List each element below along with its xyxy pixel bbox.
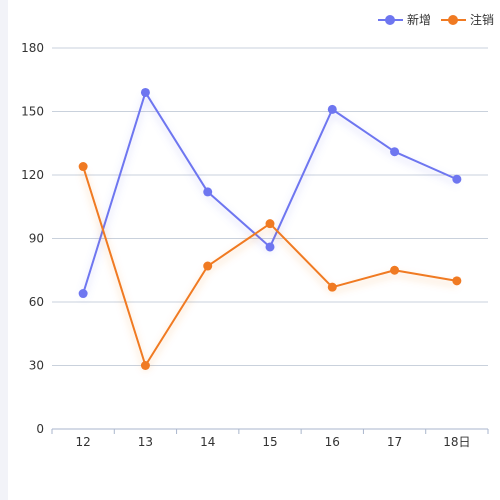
- x-tick-label-5: 17: [387, 435, 402, 449]
- legend-swatch-series-1: [440, 13, 466, 27]
- x-tick-label-6: 18日: [443, 435, 470, 449]
- y-tick-label-3: 90: [29, 232, 44, 246]
- y-tick-label-4: 120: [21, 168, 44, 182]
- series-layer: [78, 87, 462, 370]
- legend-label-series-1: 注销: [469, 13, 494, 27]
- data-point-series-0-4[interactable]: [327, 104, 337, 114]
- y-tick-label-1: 30: [29, 359, 44, 373]
- legend: 新增 注销: [377, 11, 494, 28]
- data-point-series-1-2[interactable]: [203, 261, 213, 271]
- data-point-series-0-1[interactable]: [140, 87, 150, 97]
- y-tick-label-5: 150: [21, 105, 44, 119]
- grid-lines: [52, 47, 488, 366]
- legend-item-series-0[interactable]: 新增: [377, 11, 431, 28]
- y-tick-label-6: 180: [21, 41, 44, 55]
- x-tick-label-0: 12: [76, 435, 91, 449]
- data-point-series-1-6[interactable]: [452, 276, 462, 286]
- y-tick-label-0: 0: [36, 422, 44, 436]
- data-point-series-1-4[interactable]: [327, 282, 337, 292]
- y-tick-label-2: 60: [29, 295, 44, 309]
- data-point-series-0-2[interactable]: [203, 187, 213, 197]
- data-point-series-1-0[interactable]: [78, 162, 88, 172]
- legend-item-series-1[interactable]: 注销: [440, 11, 494, 28]
- x-tick-label-3: 15: [262, 435, 277, 449]
- x-tick-label-2: 14: [200, 435, 215, 449]
- legend-label-series-0: 新增: [406, 13, 431, 27]
- legend-swatch-series-0: [377, 13, 403, 27]
- left-border-strip: [0, 0, 8, 500]
- data-point-series-1-1[interactable]: [140, 361, 150, 370]
- series-line-1: [82, 166, 458, 367]
- x-tick-label-1: 13: [138, 435, 153, 449]
- data-point-series-0-5[interactable]: [390, 147, 400, 157]
- axes: 0 30 60 90 120 150 180 12 13 14 15 16 17 18日: [21, 41, 489, 449]
- series-line-0: [82, 91, 458, 294]
- data-point-series-0-3[interactable]: [265, 242, 275, 252]
- data-point-series-0-0[interactable]: [78, 289, 88, 299]
- data-point-series-0-6[interactable]: [452, 174, 462, 184]
- data-point-series-1-3[interactable]: [265, 219, 275, 229]
- x-tick-label-4: 16: [325, 435, 340, 449]
- data-point-series-1-5[interactable]: [390, 265, 400, 275]
